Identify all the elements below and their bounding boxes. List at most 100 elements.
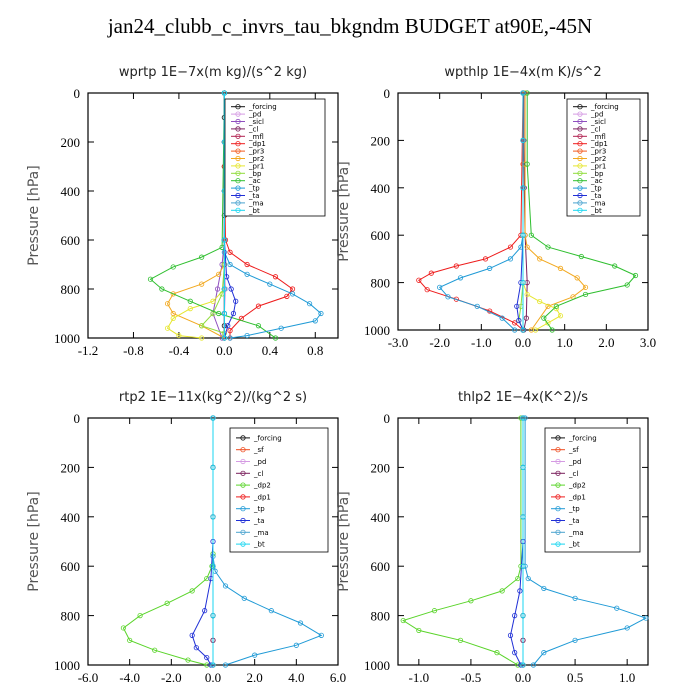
series-pr2 [164,90,227,341]
data-point [557,313,564,319]
legend-label: _dp1 [248,140,266,148]
data-point [289,291,296,297]
x-tick-label: -1.2 [78,343,99,358]
legend-marker [555,494,561,500]
data-point [612,263,618,269]
y-tick-label: 1000 [364,323,390,338]
data-point [210,415,216,421]
data-point [227,335,233,341]
data-point [199,335,205,341]
data-point [582,284,589,290]
legend-label: _forcing [568,434,597,442]
data-point [210,514,216,520]
y-tick-label: 200 [371,460,391,475]
y-tick-label: 800 [61,609,81,624]
data-point [199,323,205,329]
plot-frame [87,92,339,339]
y-tick-label: 600 [371,228,391,243]
legend-marker [235,170,241,176]
data-point [431,608,438,614]
legend-label: _tp [590,185,602,193]
legend-label: _bp [590,170,604,178]
legend-marker [235,118,241,125]
legend-marker [235,207,241,213]
series-bt [520,415,526,668]
x-tick-label: -0.8 [123,343,144,358]
data-point [293,642,299,648]
series-pr1 [164,90,227,341]
legend-label: _forcing [253,434,282,442]
legend-label: _bt [248,207,260,215]
x-tick-label: 0.0 [216,343,232,358]
legend-label: _cl [590,125,600,133]
legend-label: _bp [248,170,262,178]
data-point [297,620,304,626]
series-tp [221,90,324,341]
legend-label: _pr2 [248,155,264,163]
data-point [268,608,274,614]
data-point [267,281,273,287]
data-point [541,585,547,592]
legend-label: _ta [590,192,602,200]
legend-label: _cl [253,470,263,478]
y-axis-label: Pressure [hPa] [26,491,42,591]
legend-label: _forcing [590,103,619,111]
data-point [507,256,514,262]
data-point [582,291,589,298]
data-point [553,303,559,309]
data-point [164,325,171,331]
legend-label: _ma [248,199,264,207]
data-point [528,232,534,238]
legend-label: _ma [253,529,269,537]
legend-marker [577,200,583,206]
x-tick-label: -2.0 [161,670,182,685]
data-point [185,657,191,663]
legend-marker [555,470,561,476]
legend-label: _cl [568,470,578,478]
y-axis-label: Pressure [hPa] [336,491,352,591]
legend-label: _mfl [590,133,606,141]
data-point [514,303,520,309]
legend-marker [235,155,241,162]
data-point [445,294,451,300]
data-point [549,327,555,333]
legend-label: _sf [568,446,579,454]
data-point [468,598,474,604]
x-tick-label: 0.4 [262,343,279,358]
data-point [525,575,531,582]
data-point [624,625,630,631]
data-point [578,253,584,260]
y-tick-label: 400 [61,184,81,199]
data-point [494,650,500,656]
data-point [517,588,523,594]
panel-title: rtp2 1E−11x(kg^2)/(kg^2 s) [119,390,307,405]
x-tick-label: 2.0 [247,670,263,685]
legend-label: _pr1 [248,162,264,170]
x-tick-label: -0.5 [461,670,482,685]
data-point [189,588,195,594]
legend-marker [240,506,246,512]
data-point [572,637,578,643]
data-point [210,298,216,304]
x-tick-label: 1.0 [619,670,635,685]
data-point [457,637,464,643]
series-line [122,418,214,666]
y-tick-label: 200 [371,133,391,148]
legend-marker [235,141,241,147]
legend-label: _ta [253,517,265,525]
data-point [523,315,529,321]
series-line [402,418,522,666]
legend-marker [555,541,561,547]
data-point [176,332,182,339]
data-point [545,244,551,250]
y-tick-label: 600 [61,559,81,574]
data-point [221,310,227,317]
data-point [170,264,176,270]
data-point [524,291,530,298]
data-point [255,303,262,309]
data-point [520,137,526,143]
legend-marker [235,111,241,117]
data-point [400,617,406,624]
y-axis-label: Pressure [hPa] [26,165,42,265]
data-point [199,254,205,260]
